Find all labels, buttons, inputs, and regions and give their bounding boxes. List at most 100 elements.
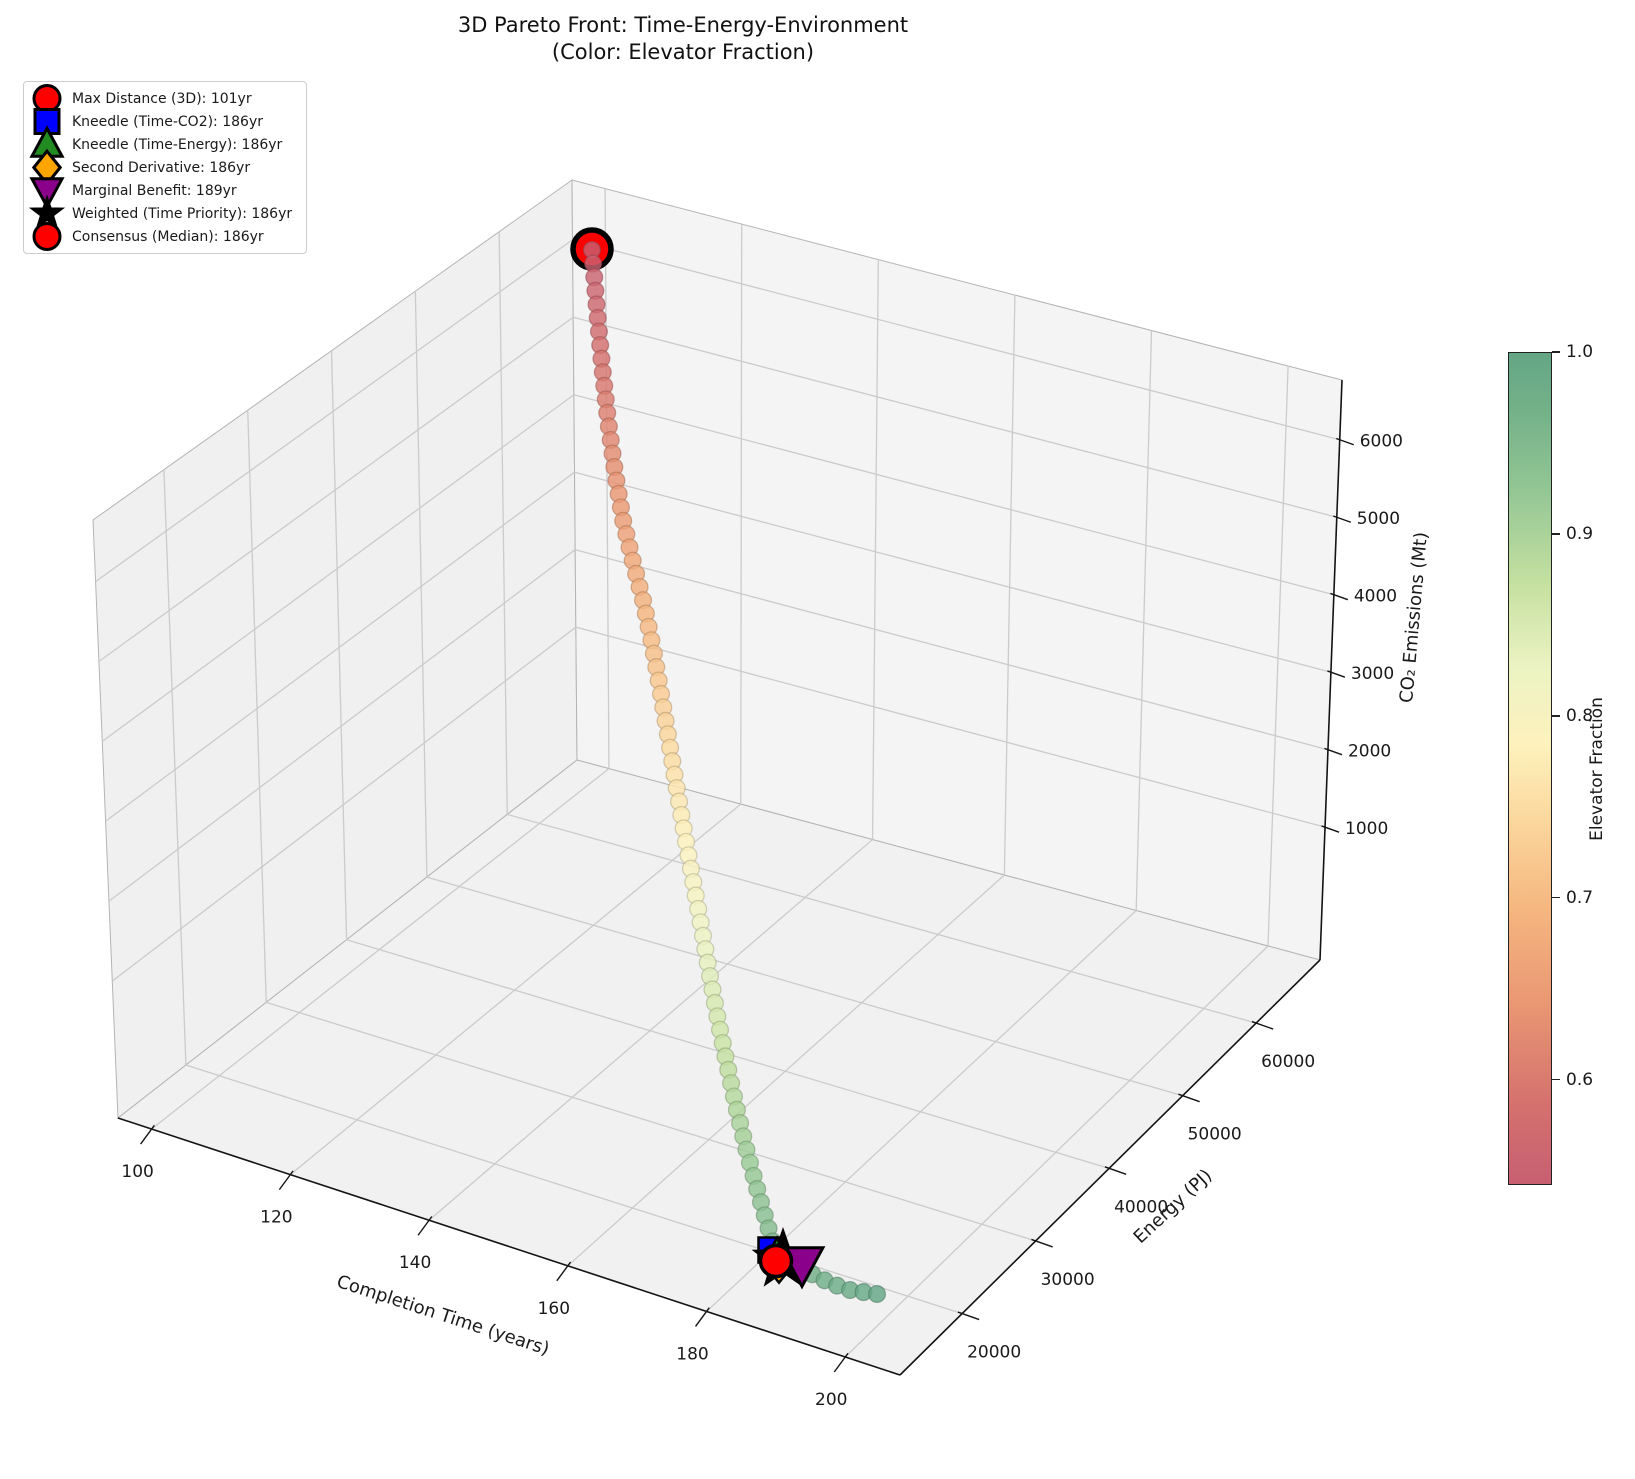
legend-item: Max Distance (3D): 101yr — [30, 84, 292, 113]
y-axis-spine — [899, 959, 1321, 1376]
x-gridline-wall — [1267, 365, 1289, 947]
x-gridline-wall — [740, 224, 743, 805]
x-tick-mark — [833, 1352, 849, 1373]
legend-marker-square-glyph — [33, 108, 61, 135]
x-gridline-wall — [604, 188, 610, 769]
colorbar-tick-mark — [1552, 1078, 1560, 1081]
x-gridline-floor — [428, 839, 873, 1221]
z-gridline-right — [575, 626, 1326, 828]
x-tick-label: 120 — [260, 1208, 292, 1228]
legend-item-label: Weighted (Time Priority): 186yr — [72, 205, 293, 222]
axes-panes — [92, 179, 1343, 1376]
legend-marker-circle-icon — [32, 222, 62, 251]
legend-marker-triangle-down-icon — [29, 177, 65, 210]
y-tick-label: 50000 — [1188, 1125, 1242, 1145]
x-gridline-floor — [289, 803, 742, 1176]
colorbar-tick-label: 0.9 — [1566, 523, 1594, 544]
legend-marker-diamond-icon — [31, 148, 63, 187]
z-gridline-left — [108, 549, 576, 902]
y-tick-mark — [1251, 1020, 1274, 1030]
z-gridline-left — [95, 239, 573, 583]
z-tick-mark — [1327, 670, 1346, 678]
z-tick-label: 2000 — [1348, 742, 1391, 762]
legend-marker-circle-glyph — [32, 222, 62, 251]
colorbar-tick-mark — [1552, 714, 1560, 717]
x-tick-label: 100 — [121, 1162, 153, 1182]
z-gridline-right — [573, 316, 1337, 518]
x-tick-mark — [694, 1307, 710, 1327]
x-tick-mark — [278, 1170, 294, 1191]
x-gridline-floor — [567, 874, 1005, 1267]
colorbar-tick-label: 0.7 — [1566, 887, 1594, 908]
legend-item: Marginal Benefit: 189yr — [29, 177, 292, 210]
legend-item-label: Consensus (Median): 186yr — [72, 228, 264, 245]
axis-spines — [117, 379, 1343, 1376]
legend: Max Distance (3D): 101yr Kneedle (Time-CO… — [23, 81, 308, 254]
pareto-front-points — [582, 240, 887, 1304]
y-gridline-wall — [163, 469, 187, 1066]
x-tick-mark — [417, 1216, 433, 1236]
y-gridline-floor — [507, 813, 1257, 1024]
x-tick-label: 140 — [399, 1253, 431, 1273]
knee-marker-consensus-median — [758, 1243, 794, 1279]
legend-item-label: Marginal Benefit: 189yr — [72, 182, 237, 199]
colorbar-tick-label: 0.6 — [1566, 1069, 1594, 1090]
colorbar-tick-mark — [1552, 351, 1560, 353]
z-tick-mark — [1333, 515, 1352, 523]
axis-ticks — [140, 437, 1354, 1373]
z-gridline-left — [105, 471, 575, 822]
chart-title-line2: (Color: Elevator Fraction) — [551, 40, 815, 64]
y-tick-mark — [1031, 1238, 1053, 1248]
z-tick-label: 4000 — [1354, 587, 1397, 607]
colorbar-tick-label: 1.0 — [1566, 342, 1594, 362]
x-tick-mark — [556, 1261, 572, 1282]
y-tick-label: 60000 — [1261, 1052, 1315, 1072]
y-gridline-wall — [247, 410, 267, 1003]
legend-item-label: Kneedle (Time-Energy): 186yr — [72, 136, 283, 153]
y-gridline-floor — [185, 1064, 963, 1315]
y-tick-label: 40000 — [1114, 1197, 1168, 1217]
x-tick-mark — [140, 1124, 155, 1145]
z-tick-label: 3000 — [1351, 664, 1394, 684]
y-tick-label: 20000 — [967, 1343, 1021, 1363]
legend-item-label: Second Derivative: 186yr — [72, 159, 251, 176]
x-gridline-floor — [151, 768, 610, 1130]
z-tick-label: 5000 — [1357, 509, 1400, 529]
x-gridline-wall — [871, 259, 879, 840]
y-tick-mark — [1178, 1093, 1200, 1103]
colorbar-tick-mark — [1552, 533, 1560, 535]
chart-title-line1: 3D Pareto Front: Time-Energy-Environment — [457, 13, 909, 37]
z-gridline-right — [575, 549, 1329, 751]
y-tick-label: 30000 — [1041, 1270, 1095, 1290]
y-gridline-floor — [426, 876, 1183, 1097]
y-tick-mark — [957, 1311, 980, 1321]
y-gridline-wall — [330, 350, 348, 940]
legend-marker-triangle-down-glyph — [29, 177, 65, 210]
x-tick-label: 180 — [676, 1344, 708, 1364]
legend-item: Second Derivative: 186yr — [30, 148, 292, 187]
colorbar-gradient — [1509, 353, 1551, 1184]
y-gridline-floor — [266, 1001, 1036, 1242]
legend-item: Kneedle (Time-CO2): 186yr — [30, 108, 292, 135]
y-gridline-wall — [414, 291, 428, 878]
legend-marker-circle-icon — [32, 84, 62, 113]
colorbar — [1508, 352, 1552, 1185]
legend-marker-star-icon — [28, 194, 66, 229]
knee-point-markers — [751, 1226, 826, 1290]
z-axis-spine — [1319, 379, 1343, 961]
x-tick-label: 160 — [538, 1299, 570, 1319]
z-gridline-right — [573, 394, 1335, 596]
z-tick-label: 1000 — [1345, 819, 1388, 839]
z-tick-mark — [1335, 437, 1354, 446]
legend-item-label: Kneedle (Time-CO2): 186yr — [72, 113, 263, 130]
x-gridline-wall — [1135, 330, 1153, 911]
colorbar-tick-mark — [1552, 896, 1560, 899]
x-gridline-wall — [1003, 295, 1016, 876]
pareto-point — [867, 1284, 887, 1304]
x-axis-spine — [117, 1117, 901, 1376]
z-gridline-left — [111, 626, 577, 982]
z-gridline-right — [574, 471, 1332, 673]
z-gridline-left — [98, 316, 574, 663]
